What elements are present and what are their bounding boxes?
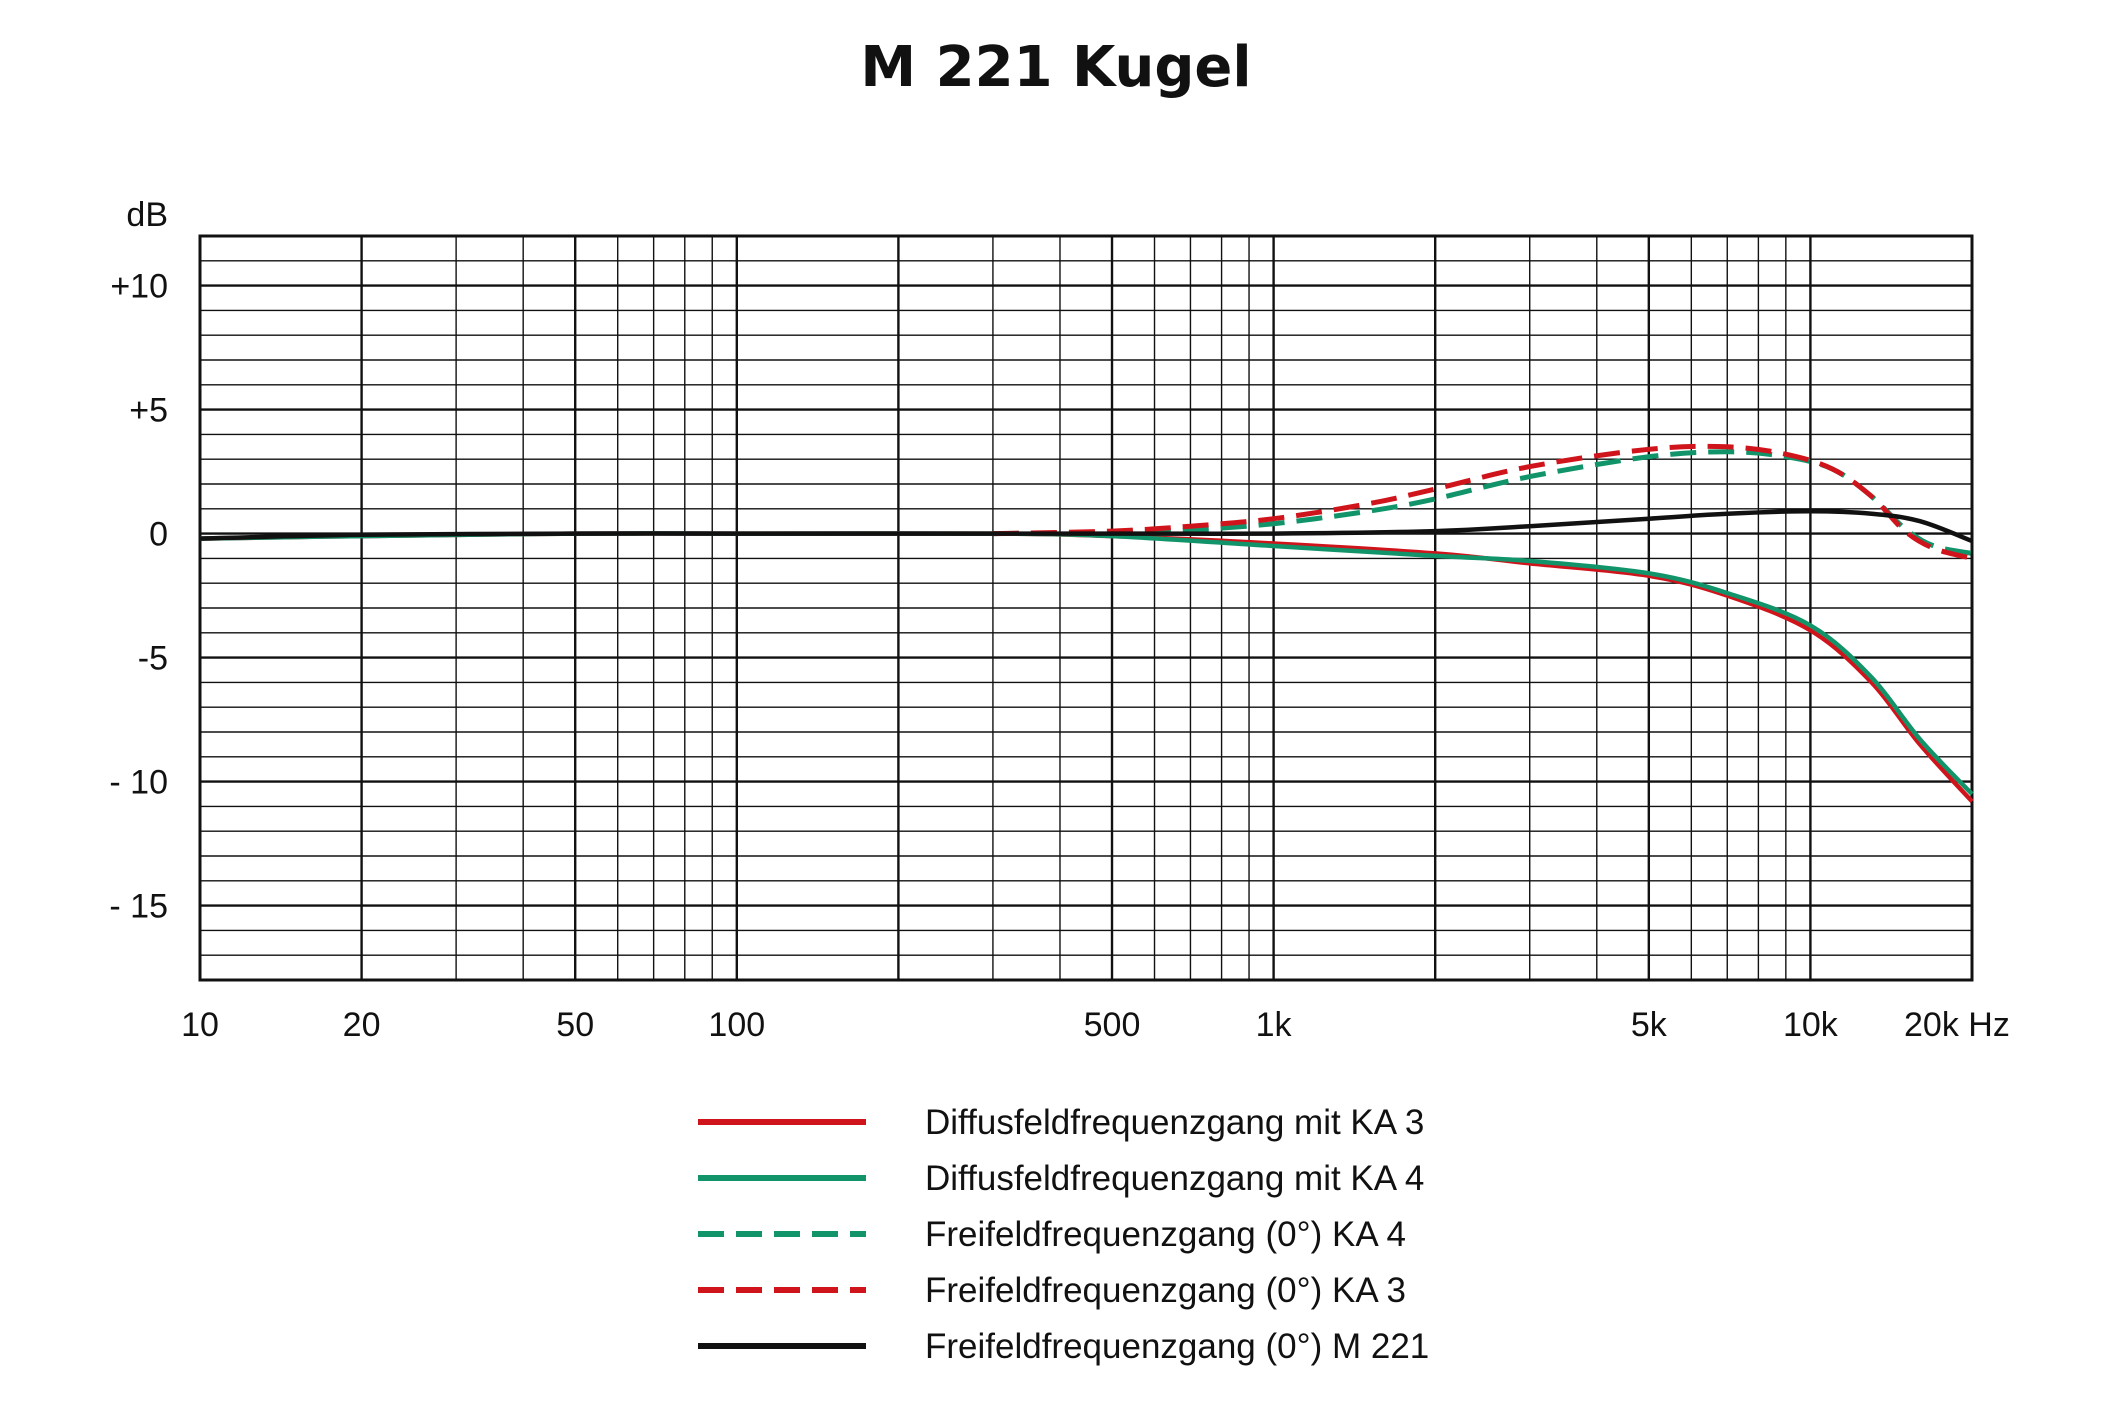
legend: Diffusfeldfrequenzgang mit KA 3 Diffusfel… (698, 1103, 1429, 1366)
x-tick-label: 10 (181, 1006, 219, 1044)
series-line (199, 509, 1973, 544)
x-tick-labels: 10 20 50 100 500 1k 5k 10k 20k Hz (181, 1006, 2010, 1044)
legend-label: Diffusfeldfrequenzgang mit KA 3 (925, 1103, 1424, 1142)
series-line (199, 531, 1974, 803)
y-tick-labels: +10 +5 0 -5 - 10 - 15 (109, 268, 168, 926)
y-tick-label: -5 (138, 640, 168, 678)
chart-title: M 221 Kugel (860, 35, 1251, 100)
legend-label: Diffusfeldfrequenzgang mit KA 4 (925, 1159, 1424, 1198)
series-line (992, 443, 1973, 561)
x-tick-label: 100 (708, 1006, 765, 1044)
y-tick-label: - 10 (109, 764, 168, 802)
minor-grid (200, 236, 1972, 980)
legend-label: Freifeldfrequenzgang (0°) KA 3 (925, 1271, 1406, 1310)
legend-label: Freifeldfrequenzgang (0°) M 221 (925, 1327, 1429, 1366)
x-tick-label: 5k (1631, 1006, 1668, 1044)
plot-frame (198, 234, 1974, 982)
y-axis-unit: dB (126, 196, 168, 234)
y-tick-label: +10 (110, 268, 168, 306)
x-tick-label: 20 (343, 1006, 381, 1044)
y-tick-label: +5 (129, 392, 168, 430)
y-tick-label: - 15 (109, 888, 168, 926)
x-tick-label: 50 (556, 1006, 594, 1044)
series-line (199, 531, 1974, 796)
series-lines (199, 443, 1974, 803)
y-tick-label: 0 (149, 516, 168, 554)
x-tick-label: 20k Hz (1904, 1006, 2010, 1044)
x-tick-label: 1k (1256, 1006, 1293, 1044)
x-tick-label: 10k (1783, 1006, 1839, 1044)
x-tick-label: 500 (1084, 1006, 1141, 1044)
legend-label: Freifeldfrequenzgang (0°) KA 4 (925, 1215, 1406, 1254)
